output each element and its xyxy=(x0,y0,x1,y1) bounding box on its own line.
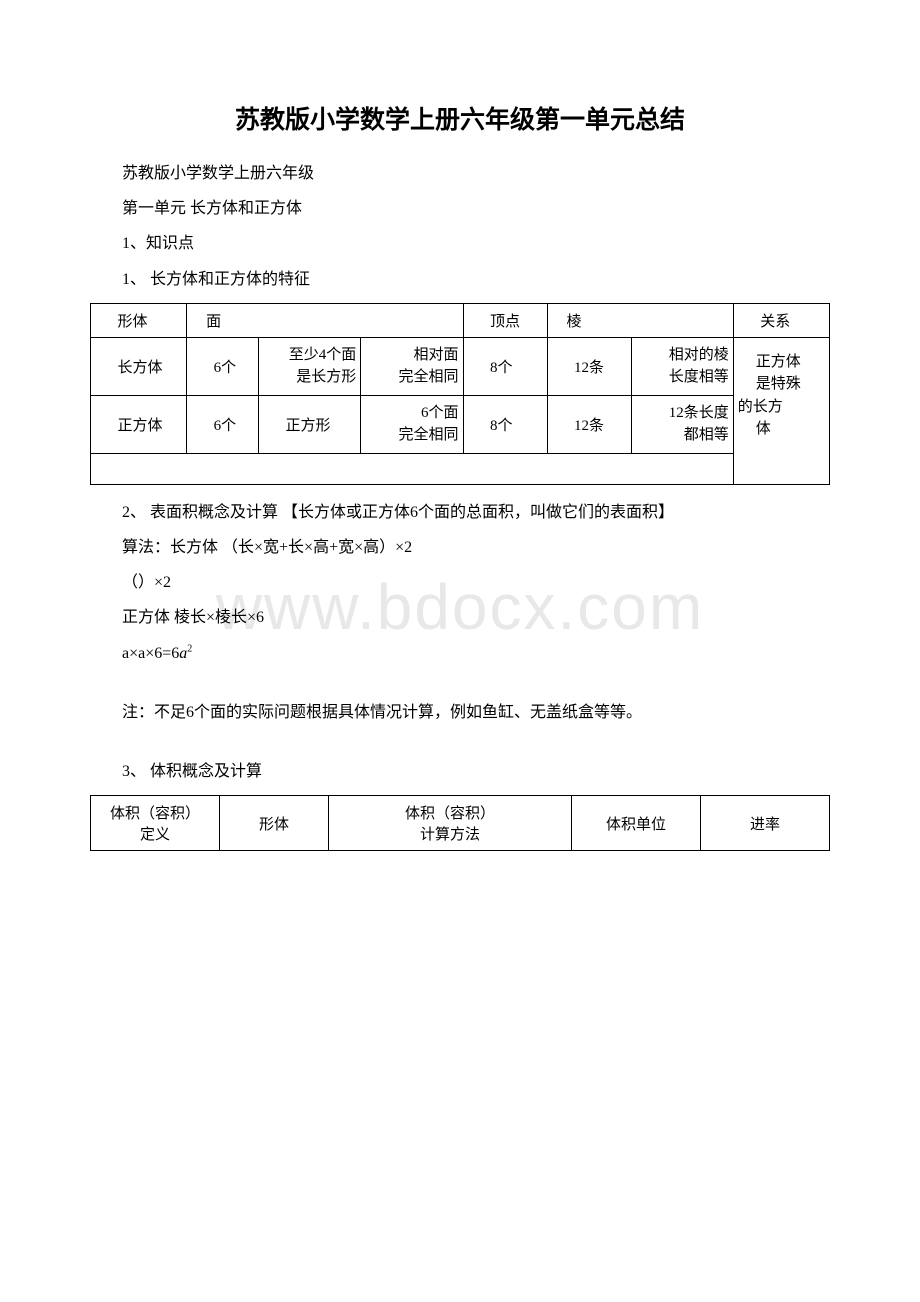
intro-line-1: 苏教版小学数学上册六年级 xyxy=(90,156,830,191)
t1-r2c4a: 6个面 xyxy=(365,402,458,425)
volume-table: 体积（容积） 定义 形体 体积（容积） 计算方法 体积单位 进率 xyxy=(90,795,830,851)
intro-line-2: 第一单元 长方体和正方体 xyxy=(90,191,830,226)
t1-r1c6: 12条 xyxy=(547,337,631,395)
t1-h1: 形体 xyxy=(91,303,187,337)
section2-l5: a×a×6=6a2 xyxy=(90,636,830,671)
t1-r2c1: 正方体 xyxy=(91,395,187,453)
t1-r2c7b: 都相等 xyxy=(636,424,729,447)
t1-r1c3b: 是长方形 xyxy=(263,366,356,389)
t1-r1c3a: 至少4个面 xyxy=(263,344,356,367)
t1-r2c8a: 的长方 xyxy=(738,396,825,419)
t2-h5: 进率 xyxy=(701,796,830,851)
t1-r2c8b: 体 xyxy=(738,418,825,441)
t1-r1c4a: 相对面 xyxy=(365,344,458,367)
t1-r2c7: 12条长度 都相等 xyxy=(631,395,733,453)
t1-r1c8a: 正方体 xyxy=(738,351,825,374)
section2-l5a: a×a×6=6 xyxy=(122,645,179,662)
section2-l2: 算法：长方体 （长×宽+长×高+宽×高）×2 xyxy=(90,530,830,565)
t1-r1c2: 6个 xyxy=(187,337,259,395)
intro-line-4: 1、 长方体和正方体的特征 xyxy=(90,262,830,297)
t1-r1c8b: 是特殊 xyxy=(738,373,825,396)
t1-r2c7a: 12条长度 xyxy=(636,402,729,425)
t1-h3: 顶点 xyxy=(463,303,547,337)
t1-r1c1: 长方体 xyxy=(91,337,187,395)
page-title: 苏教版小学数学上册六年级第一单元总结 xyxy=(90,100,830,136)
section2-l7: 3、 体积概念及计算 xyxy=(90,754,830,789)
t1-r1c3: 至少4个面 是长方形 xyxy=(259,337,361,395)
t1-h2: 面 xyxy=(187,303,463,337)
t1-r1c7a: 相对的棱 xyxy=(636,344,729,367)
t1-r1c4b: 完全相同 xyxy=(365,366,458,389)
t2-h3: 体积（容积） 计算方法 xyxy=(329,796,572,851)
t2-h3a: 体积（容积） xyxy=(333,802,567,823)
section2-l1: 2、 表面积概念及计算 【长方体或正方体6个面的总面积，叫做它们的表面积】 xyxy=(90,495,830,530)
t1-r2c3: 正方形 xyxy=(259,395,361,453)
section2-l4: 正方体 棱长×棱长×6 xyxy=(90,600,830,635)
t1-r2c5: 8个 xyxy=(463,395,547,453)
t1-r2c4b: 完全相同 xyxy=(365,424,458,447)
t2-h1: 体积（容积） 定义 xyxy=(91,796,220,851)
characteristics-table: 形体 面 顶点 棱 关系 长方体 6个 至少4个面 是长方形 相对面 完全相同 … xyxy=(90,303,830,485)
t1-h4: 棱 xyxy=(547,303,733,337)
t2-h3b: 计算方法 xyxy=(333,823,567,844)
t1-h5: 关系 xyxy=(733,303,829,337)
t1-r2c4: 6个面 完全相同 xyxy=(361,395,463,453)
t2-h2: 形体 xyxy=(220,796,329,851)
t2-h4: 体积单位 xyxy=(572,796,701,851)
t1-r2c2: 6个 xyxy=(187,395,259,453)
section2-l3: （）×2 xyxy=(90,565,830,600)
t1-r1c7b: 长度相等 xyxy=(636,366,729,389)
t1-r1c5: 8个 xyxy=(463,337,547,395)
t2-h1a: 体积（容积） xyxy=(95,802,215,823)
section2-l6: 注：不足6个面的实际问题根据具体情况计算，例如鱼缸、无盖纸盒等等。 xyxy=(90,695,830,730)
formula-sup: 2 xyxy=(187,643,192,654)
t1-r2c6: 12条 xyxy=(547,395,631,453)
t1-r1c4: 相对面 完全相同 xyxy=(361,337,463,395)
intro-line-3: 1、知识点 xyxy=(90,226,830,261)
t2-h1b: 定义 xyxy=(95,823,215,844)
t1-r1c7: 相对的棱 长度相等 xyxy=(631,337,733,395)
t1-relation: 正方体 是特殊 的长方 体 xyxy=(733,337,829,453)
